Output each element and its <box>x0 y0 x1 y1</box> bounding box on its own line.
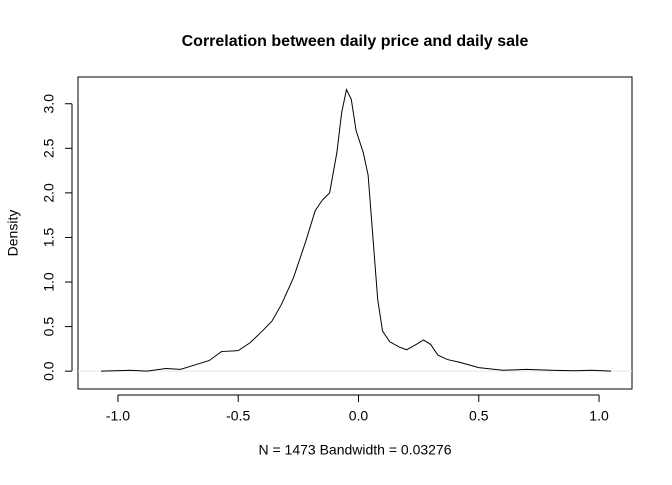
y-tick-label: 0.0 <box>41 361 57 381</box>
x-tick-label: -1.0 <box>106 408 130 424</box>
y-tick-label: 2.0 <box>41 183 57 203</box>
plot-frame <box>77 76 633 390</box>
x-tick-label: 0.5 <box>469 408 489 424</box>
x-axis-label: N = 1473 Bandwidth = 0.03276 <box>258 442 451 458</box>
chart-title: Correlation between daily price and dail… <box>182 33 529 50</box>
y-tick-label: 1.5 <box>41 228 57 248</box>
x-tick-label: 0.0 <box>349 408 369 424</box>
x-tick-label: 1.0 <box>589 408 609 424</box>
y-tick-label: 1.0 <box>41 272 57 292</box>
density-line <box>101 87 612 372</box>
y-tick-label: 0.5 <box>41 317 57 337</box>
y-axis-label: Density <box>5 210 21 257</box>
y-tick-label: 2.5 <box>41 138 57 158</box>
x-tick-label: -0.5 <box>226 408 250 424</box>
y-tick-label: 3.0 <box>41 94 57 114</box>
